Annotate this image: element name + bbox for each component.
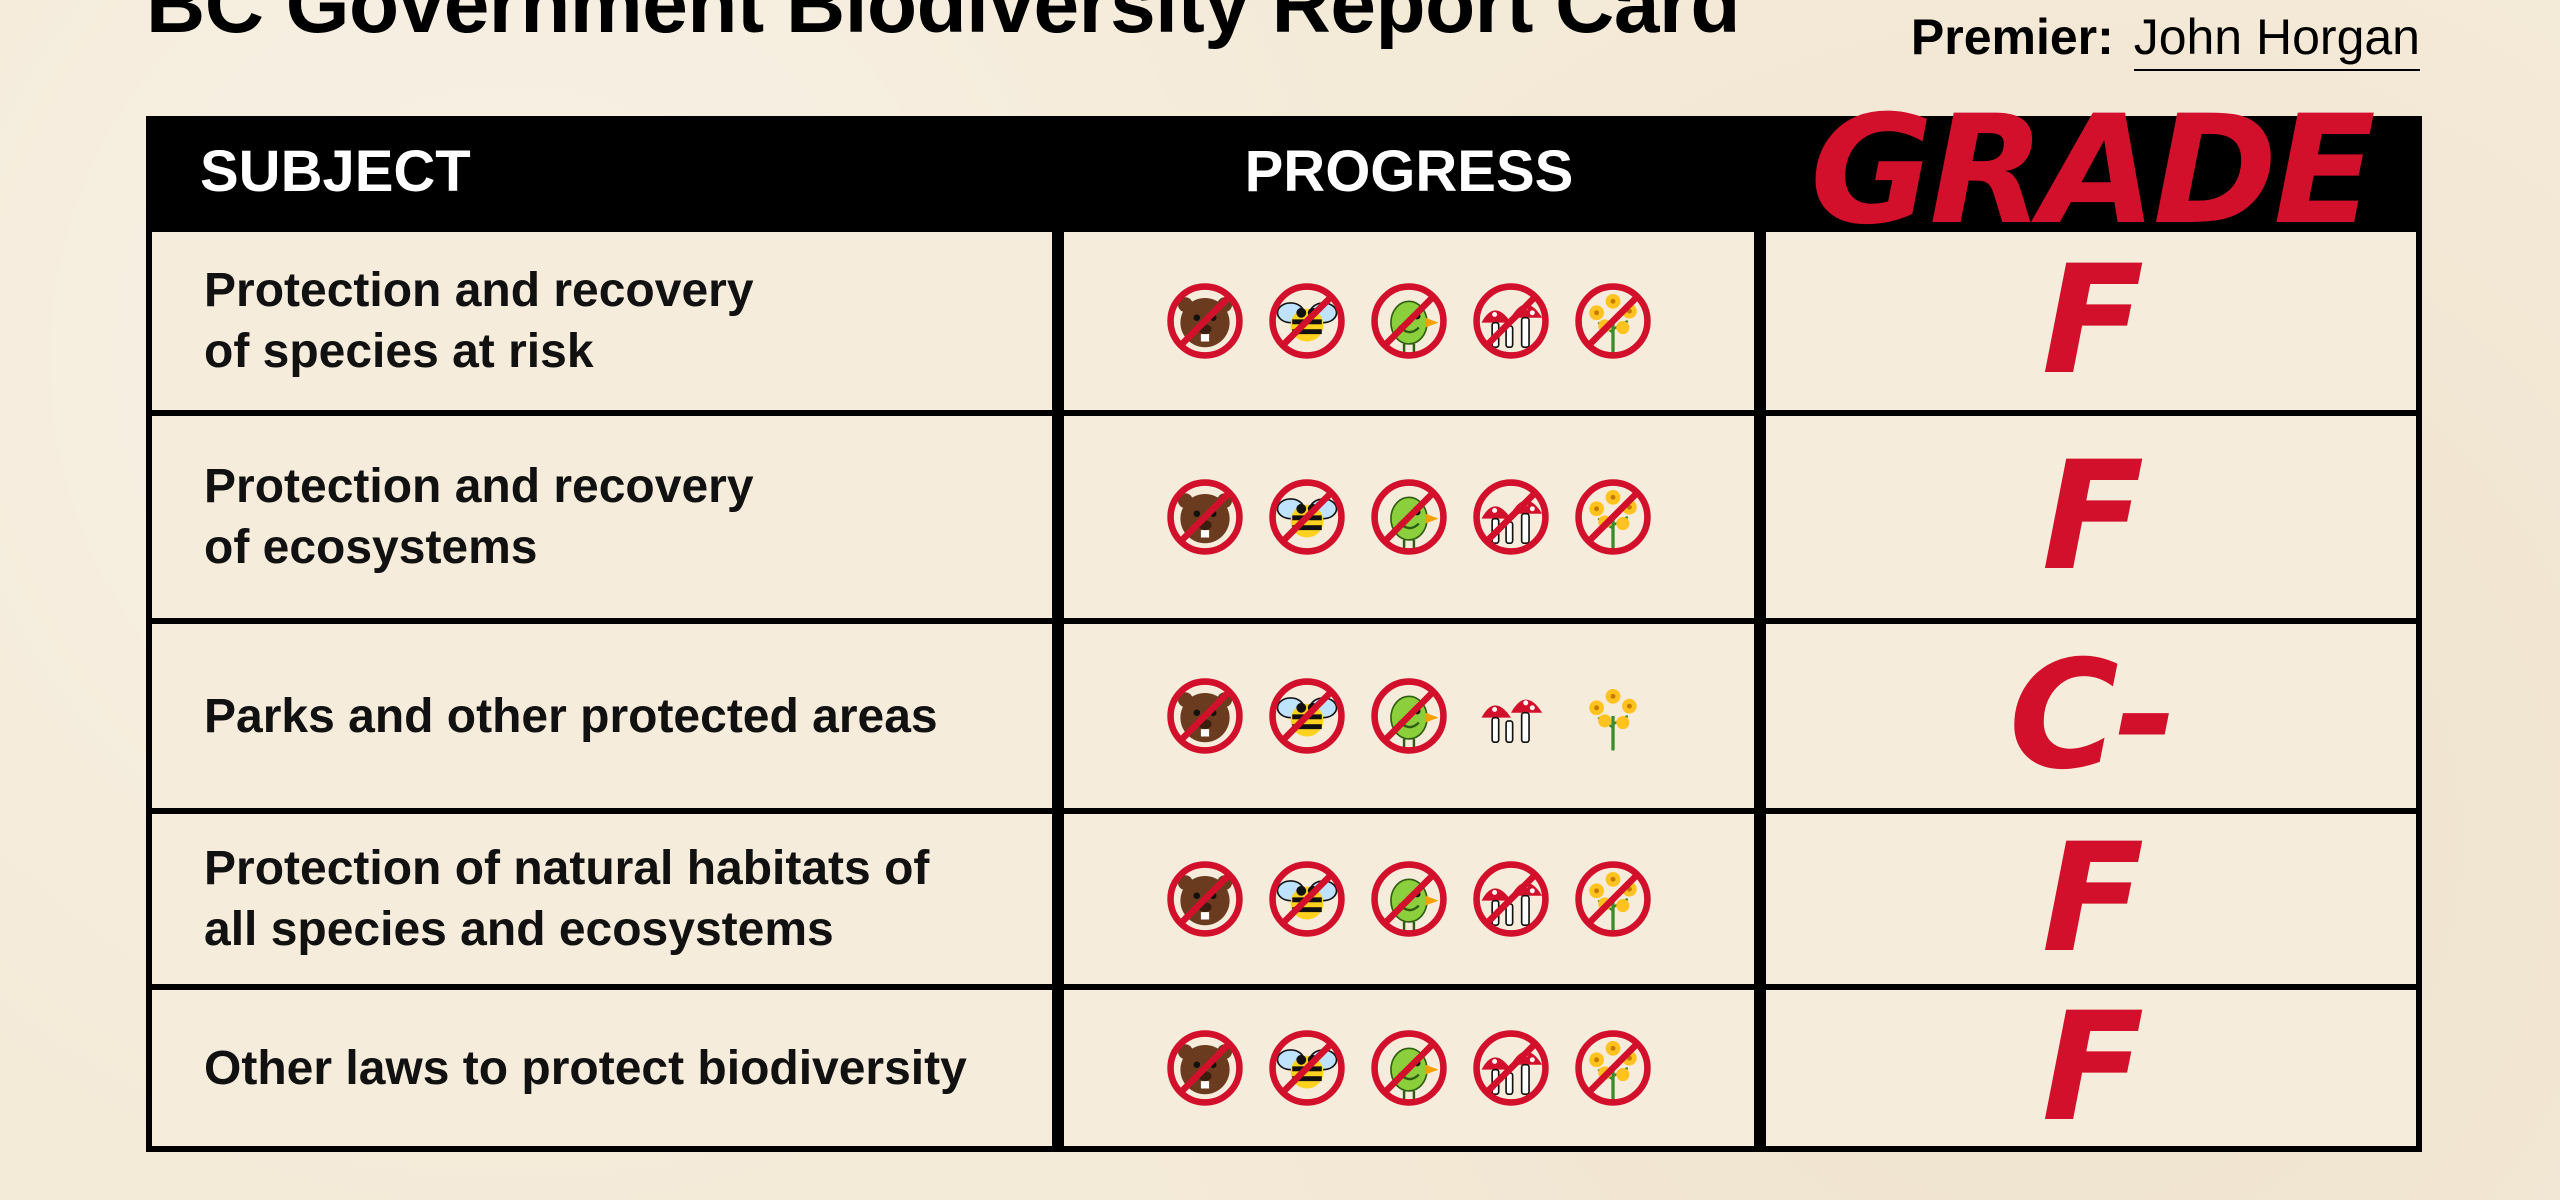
grade-mark: F xyxy=(2041,981,2144,1155)
flower-icon xyxy=(1589,688,1637,751)
progress-cell xyxy=(1064,990,1754,1146)
grade-cell: F xyxy=(1766,416,2416,618)
subject-line: Parks and other protected areas xyxy=(204,689,938,743)
beaver-prohibited-icon xyxy=(1167,678,1243,754)
grade-cell: C- xyxy=(1766,624,2416,808)
beaver-prohibited-icon xyxy=(1167,283,1243,359)
beaver-prohibited-icon xyxy=(1167,1030,1243,1106)
grade-cell: F xyxy=(1766,232,2416,410)
subject-line: Protection of natural habitats of xyxy=(204,842,930,895)
grade-cell: F xyxy=(1766,990,2416,1146)
subject-line: of species at risk xyxy=(204,325,594,378)
subject-cell: Protection of natural habitats of all spe… xyxy=(152,814,1052,984)
subject-line: Protection and recovery xyxy=(204,264,754,317)
subject-line: Other laws to protect biodiversity xyxy=(204,1041,967,1095)
progress-cell xyxy=(1064,416,1754,618)
mushroom-prohibited-icon xyxy=(1473,479,1549,555)
page-title: BC Government Biodiversity Report Card xyxy=(146,0,1740,50)
grade-cell: F xyxy=(1766,814,2416,984)
mushroom-prohibited-icon xyxy=(1473,1030,1549,1106)
subject-cell: Other laws to protect biodiversity xyxy=(152,990,1052,1146)
mushroom-prohibited-icon xyxy=(1473,283,1549,359)
beaver-prohibited-icon xyxy=(1167,861,1243,937)
bird-prohibited-icon xyxy=(1371,1030,1447,1106)
bee-prohibited-icon xyxy=(1269,479,1345,555)
bee-prohibited-icon xyxy=(1269,678,1345,754)
mushroom-prohibited-icon xyxy=(1473,861,1549,937)
bird-prohibited-icon xyxy=(1371,861,1447,937)
bee-prohibited-icon xyxy=(1269,861,1345,937)
grade-mark: C- xyxy=(2008,629,2177,803)
bird-prohibited-icon xyxy=(1371,283,1447,359)
flower-prohibited-icon xyxy=(1575,861,1651,937)
bird-prohibited-icon xyxy=(1371,479,1447,555)
mushroom-icon xyxy=(1481,699,1543,744)
flower-prohibited-icon xyxy=(1575,479,1651,555)
bird-prohibited-icon xyxy=(1371,678,1447,754)
beaver-prohibited-icon xyxy=(1167,479,1243,555)
bee-prohibited-icon xyxy=(1269,1030,1345,1106)
progress-header: PROGRESS xyxy=(1244,138,1574,204)
flower-prohibited-icon xyxy=(1575,1030,1651,1106)
subject-line: of ecosystems xyxy=(204,521,538,574)
premier-field: Premier: John Horgan xyxy=(1910,9,2420,71)
grade-mark: F xyxy=(2041,812,2144,986)
subject-line: Protection and recovery xyxy=(204,460,754,513)
premier-label: Premier: xyxy=(1910,9,2114,65)
grade-header: GRADE xyxy=(1810,84,2376,258)
report-card-table: SUBJECT PROGRESS GRADE Protection and re… xyxy=(146,84,2422,1152)
subject-header: SUBJECT xyxy=(200,138,471,204)
premier-name: John Horgan xyxy=(2133,9,2420,71)
subject-line: all species and ecosystems xyxy=(204,903,834,956)
progress-cell xyxy=(1064,232,1754,410)
flower-prohibited-icon xyxy=(1575,283,1651,359)
progress-cell xyxy=(1064,814,1754,984)
grade-mark: F xyxy=(2041,430,2144,604)
progress-cell xyxy=(1064,624,1754,808)
grade-mark: F xyxy=(2041,234,2144,408)
subject-cell: Protection and recovery of ecosystems xyxy=(152,416,1052,618)
subject-cell: Parks and other protected areas xyxy=(152,624,1052,808)
subject-cell: Protection and recovery of species at ris… xyxy=(152,232,1052,410)
bee-prohibited-icon xyxy=(1269,283,1345,359)
